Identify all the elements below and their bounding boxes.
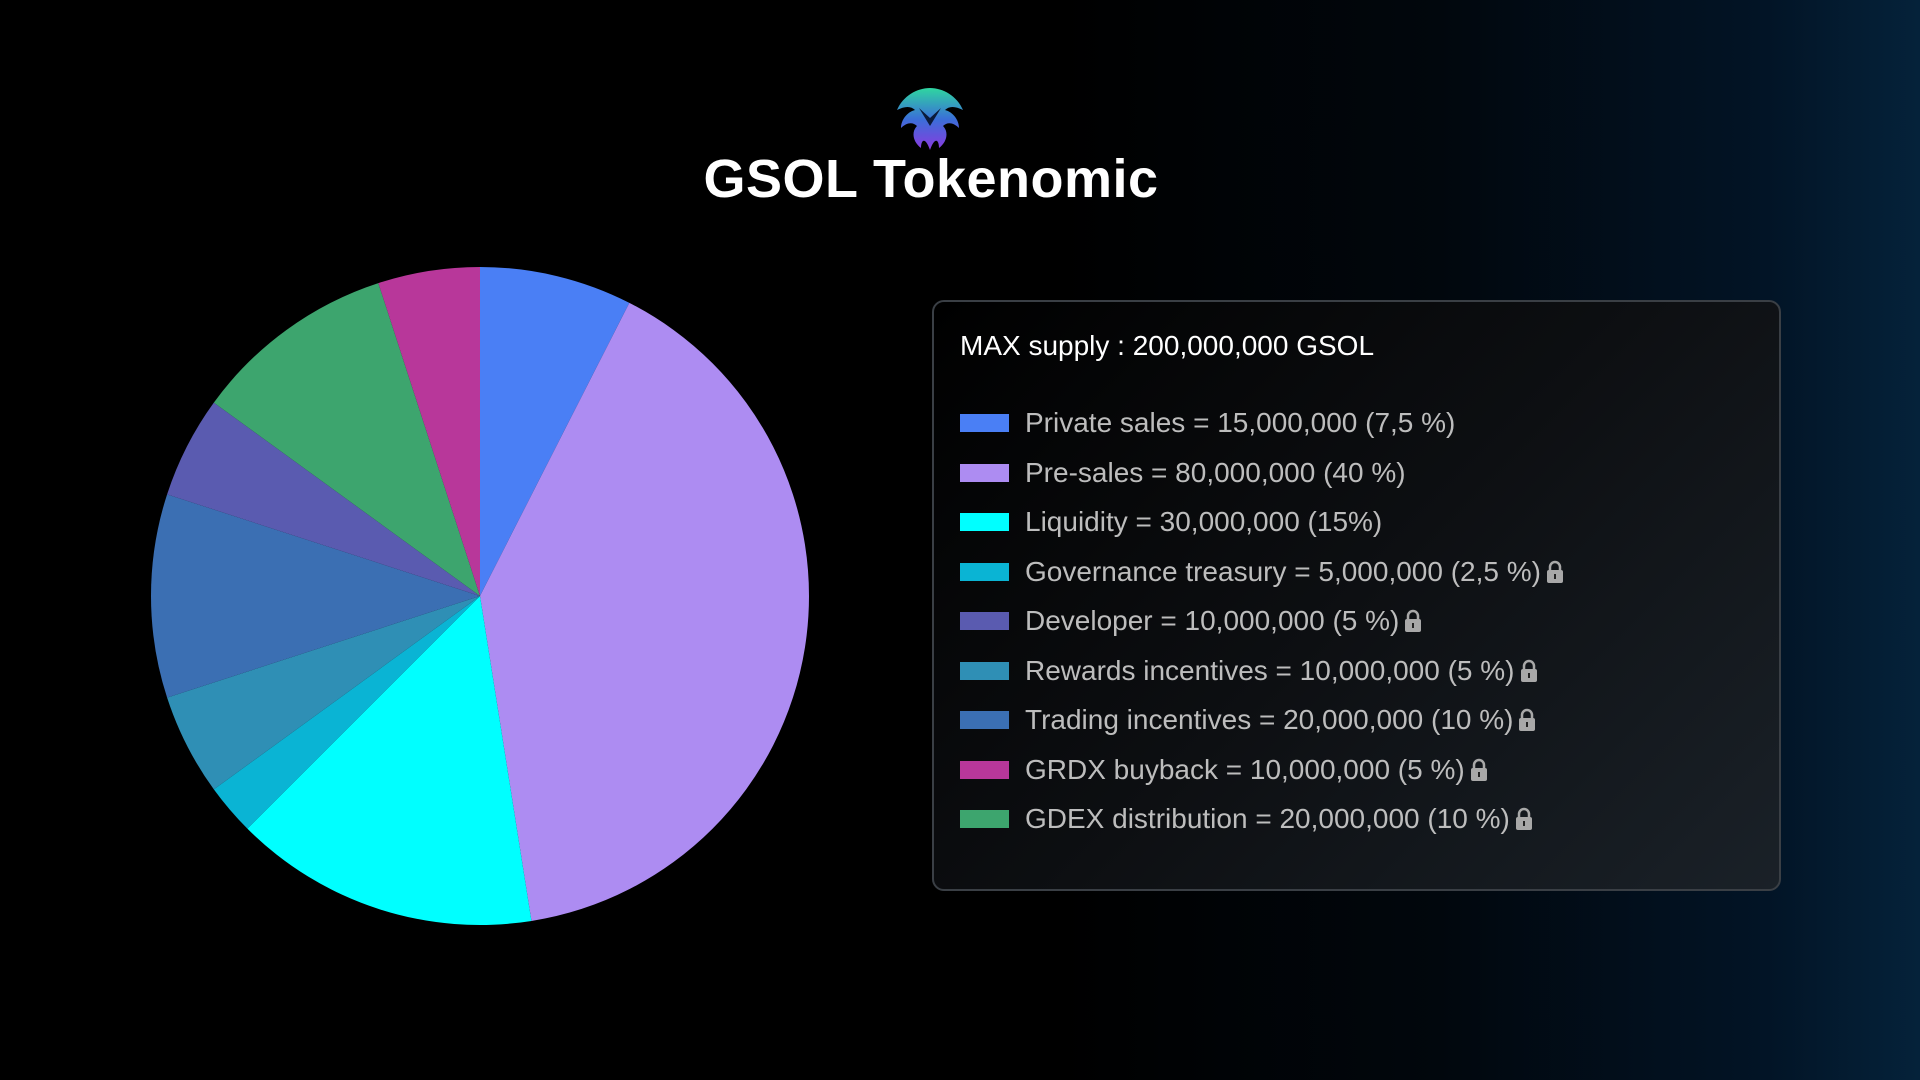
legend-item: Trading incentives = 20,000,000 (10 %) bbox=[960, 704, 1537, 736]
legend-swatch bbox=[960, 513, 1009, 531]
legend-label: Pre-sales = 80,000,000 (40 %) bbox=[1025, 456, 1406, 488]
lock-icon bbox=[1405, 609, 1422, 632]
legend-item: Governance treasury = 5,000,000 (2,5 %) bbox=[960, 556, 1565, 588]
legend-item: Private sales = 15,000,000 (7,5 %) bbox=[960, 407, 1455, 439]
pie-slice-pre-sales bbox=[480, 302, 809, 921]
lock-icon bbox=[1519, 708, 1536, 731]
pie-slice-grdx-buyback bbox=[378, 267, 480, 596]
legend-swatch bbox=[960, 661, 1009, 680]
legend-swatch bbox=[960, 810, 1009, 828]
legend-panel: MAX supply : 200,000,000 GSOL Private sa… bbox=[932, 300, 1781, 891]
lock-icon bbox=[1546, 560, 1563, 583]
legend-label: Liquidity = 30,000,000 (15%) bbox=[1025, 506, 1383, 537]
page-title: GSOL Tokenomic bbox=[703, 149, 1159, 209]
legend-label: Trading incentives = 20,000,000 (10 %) bbox=[1025, 704, 1514, 735]
pie-slice-trading-incentives bbox=[150, 494, 480, 698]
legend-swatch bbox=[960, 711, 1009, 729]
max-supply-label: MAX supply : 200,000,000 GSOL bbox=[960, 330, 1375, 361]
legend-label: GRDX buyback = 10,000,000 (5 %) bbox=[1025, 753, 1465, 785]
pie-slice-private-sales bbox=[480, 267, 630, 596]
lock-icon bbox=[1470, 758, 1487, 781]
legend-label: Rewards incentives = 10,000,000 (5 %) bbox=[1025, 654, 1515, 686]
legend-label: Private sales = 15,000,000 (7,5 %) bbox=[1025, 407, 1456, 438]
lock-icon bbox=[1520, 659, 1537, 682]
legend-label: Governance treasury = 5,000,000 (2,5 %) bbox=[1025, 555, 1541, 587]
pie-slice-governance-treasury bbox=[213, 596, 480, 829]
legend-item: GDEX distribution = 20,000,000 (10 %) bbox=[960, 803, 1534, 835]
legend-item: GRDX buyback = 10,000,000 (5 %) bbox=[960, 754, 1489, 786]
eagle-logo-icon bbox=[897, 88, 963, 150]
pie-slice-gdex-distribution bbox=[213, 283, 480, 596]
legend-swatch bbox=[960, 612, 1009, 630]
legend-item: Developer = 10,000,000 (5 %) bbox=[960, 605, 1423, 637]
legend-swatch bbox=[960, 414, 1009, 432]
pie-slice-developer bbox=[167, 402, 480, 596]
pie-slice-rewards-incentives bbox=[167, 596, 480, 790]
legend-item: Rewards incentives = 10,000,000 (5 %) bbox=[960, 655, 1539, 687]
pie-slice-liquidity bbox=[247, 596, 532, 925]
legend-swatch bbox=[960, 562, 1009, 581]
legend-label: Developer = 10,000,000 (5 %) bbox=[1025, 605, 1400, 636]
lock-icon bbox=[1515, 807, 1532, 830]
legend-swatch bbox=[960, 463, 1009, 482]
legend-swatch bbox=[960, 760, 1009, 779]
legend-label: GDEX distribution = 20,000,000 (10 %) bbox=[1025, 803, 1510, 834]
legend-item: Pre-sales = 80,000,000 (40 %) bbox=[960, 457, 1406, 489]
legend-item: Liquidity = 30,000,000 (15%) bbox=[960, 506, 1382, 538]
